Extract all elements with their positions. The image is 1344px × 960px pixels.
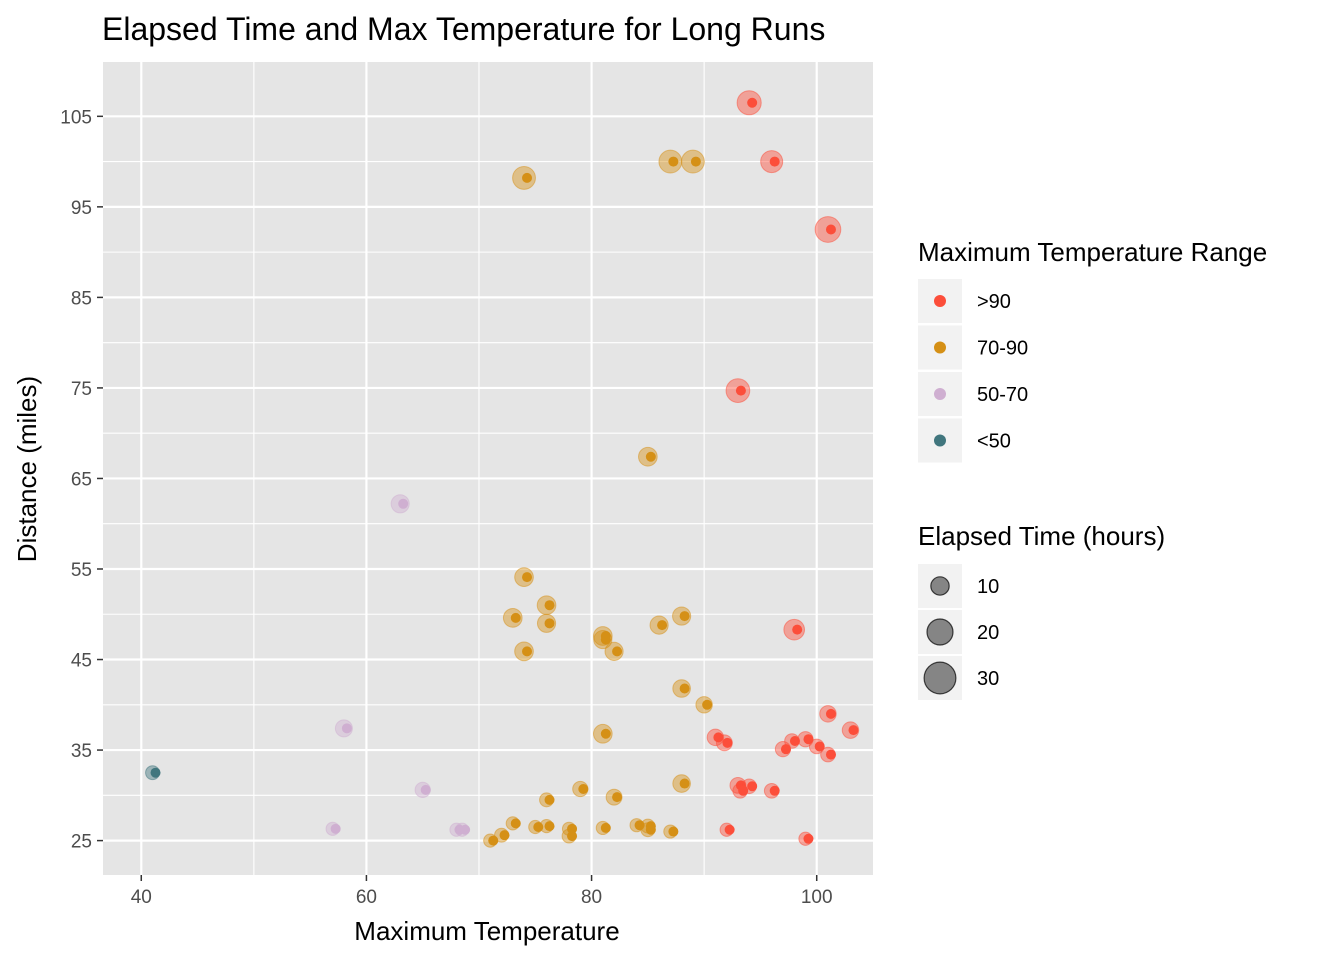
data-point-marker — [780, 744, 791, 755]
data-point-marker — [679, 683, 690, 694]
data-point-marker — [612, 646, 623, 657]
y-tick-label: 95 — [71, 198, 92, 219]
data-point-marker — [738, 785, 749, 796]
size-legend-key — [918, 610, 962, 654]
data-point-marker — [724, 824, 735, 835]
data-point-marker — [769, 156, 780, 167]
size-legend-label: 10 — [977, 576, 999, 598]
data-point-marker — [612, 792, 623, 803]
color-legend-label: 50-70 — [977, 384, 1028, 406]
data-point-marker — [398, 498, 409, 509]
data-point-marker — [825, 224, 836, 235]
data-point-marker — [679, 611, 690, 622]
data-point-marker — [645, 451, 656, 462]
y-axis-title: Distance (miles) — [12, 376, 42, 562]
x-tick-label: 100 — [801, 887, 833, 908]
data-point-marker — [499, 830, 510, 841]
y-tick-label: 65 — [71, 469, 92, 490]
data-point-marker — [668, 826, 679, 837]
data-point-marker — [825, 749, 836, 760]
minor-gridlines — [103, 62, 873, 875]
x-tick-label: 80 — [581, 887, 602, 908]
data-point-marker — [488, 835, 499, 846]
data-point-marker — [544, 794, 555, 805]
y-tick-label: 105 — [60, 107, 92, 128]
size-legend-key — [918, 656, 962, 700]
data-point-marker — [522, 646, 533, 657]
color-legend-swatch — [934, 295, 946, 307]
color-legend-swatch — [934, 388, 946, 400]
color-legend-label: >90 — [977, 291, 1011, 313]
data-points — [145, 90, 860, 848]
y-tick-label: 45 — [71, 651, 92, 672]
data-point-marker — [522, 172, 533, 183]
data-point-marker — [792, 624, 803, 635]
size-legend-key — [918, 564, 962, 608]
size-legend-swatch — [926, 618, 954, 646]
data-point-marker — [702, 699, 713, 710]
y-tick-label: 35 — [71, 741, 92, 762]
data-point-marker — [460, 824, 471, 835]
data-point-marker — [420, 784, 431, 795]
plot-panel — [103, 62, 873, 875]
chart-title: Elapsed Time and Max Temperature for Lon… — [102, 11, 825, 47]
data-point-marker — [544, 600, 555, 611]
size-legend-swatch — [930, 576, 950, 596]
data-point-marker — [690, 156, 701, 167]
data-point-marker — [600, 634, 611, 645]
data-point-marker — [722, 737, 733, 748]
size-legend-label: 20 — [977, 622, 999, 644]
data-point-marker — [825, 708, 836, 719]
data-point-marker — [814, 741, 825, 752]
data-point-marker — [150, 767, 161, 778]
data-point-marker — [341, 723, 352, 734]
data-point-marker — [510, 612, 521, 623]
y-tick-label: 55 — [71, 560, 92, 581]
data-point-marker — [567, 831, 578, 842]
data-point-marker — [600, 822, 611, 833]
data-point-marker — [544, 821, 555, 832]
major-gridlines — [103, 62, 873, 875]
data-point-marker — [747, 781, 758, 792]
x-axis-title: Maximum Temperature — [354, 916, 619, 946]
color-legend: >90 70-90 50-70 <50 — [918, 279, 1028, 463]
size-legend-label: 30 — [977, 668, 999, 690]
data-point-marker — [735, 385, 746, 396]
size-legend-title: Elapsed Time (hours) — [918, 521, 1165, 551]
data-point-marker — [578, 783, 589, 794]
axis-ticks: 40 60 80 100 25 35 45 55 65 75 85 95 105 — [60, 107, 832, 908]
data-point-marker — [600, 728, 611, 739]
data-point-marker — [657, 620, 668, 631]
data-point-marker — [747, 97, 758, 108]
data-point-marker — [330, 823, 341, 834]
data-point-marker — [848, 725, 859, 736]
data-point-marker — [803, 833, 814, 844]
y-tick-label: 25 — [71, 832, 92, 853]
data-point-marker — [544, 618, 555, 629]
x-tick-label: 40 — [131, 887, 152, 908]
color-legend-label: <50 — [977, 431, 1011, 453]
y-tick-label: 75 — [71, 379, 92, 400]
x-tick-label: 60 — [356, 887, 377, 908]
data-point-marker — [645, 824, 656, 835]
data-point-marker — [522, 572, 533, 583]
color-legend-label: 70-90 — [977, 338, 1028, 360]
size-legend-swatch — [923, 661, 957, 695]
color-legend-swatch — [934, 434, 946, 447]
data-point-marker — [679, 778, 690, 789]
color-legend-swatch — [934, 341, 946, 354]
data-point-marker — [668, 156, 679, 167]
size-legend: 10 20 30 — [918, 564, 999, 700]
data-point-marker — [510, 818, 521, 829]
color-legend-title: Maximum Temperature Range — [918, 237, 1267, 267]
y-tick-label: 85 — [71, 288, 92, 309]
data-point-marker — [769, 785, 780, 796]
